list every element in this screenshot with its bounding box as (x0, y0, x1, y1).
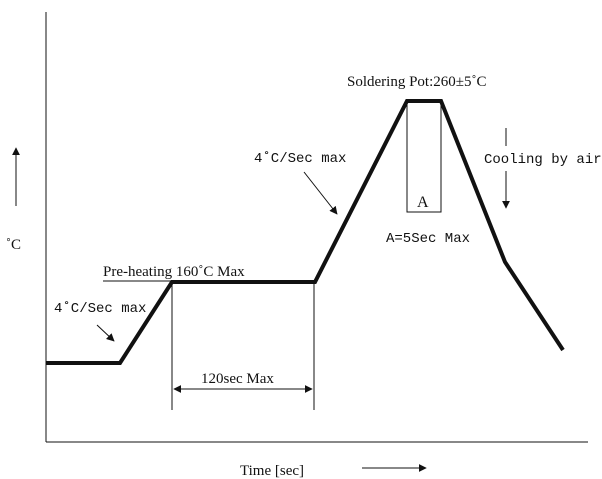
y-axis-label: ˚C (6, 237, 21, 253)
ramp-up-rate-pointer-bottom (97, 325, 114, 341)
ramp-up-rate-pointer-top (304, 172, 337, 214)
cooling-label: Cooling by air (484, 152, 602, 168)
soldering-pot-label: Soldering Pot:260±5˚C (347, 74, 487, 90)
x-axis-label: Time [sec] (240, 463, 304, 479)
ramp-up-rate-label-top: 4˚C/Sec max (254, 151, 346, 167)
ramp-up-rate-label-bottom: 4˚C/Sec max (54, 301, 146, 317)
preheat-time-label: 120sec Max (201, 371, 274, 387)
preheating-label: Pre-heating 160˚C Max (103, 264, 245, 280)
temperature-profile-line (46, 101, 563, 363)
dwell-box-letter: A (417, 194, 429, 211)
dwell-time-label: A=5Sec Max (386, 231, 470, 247)
